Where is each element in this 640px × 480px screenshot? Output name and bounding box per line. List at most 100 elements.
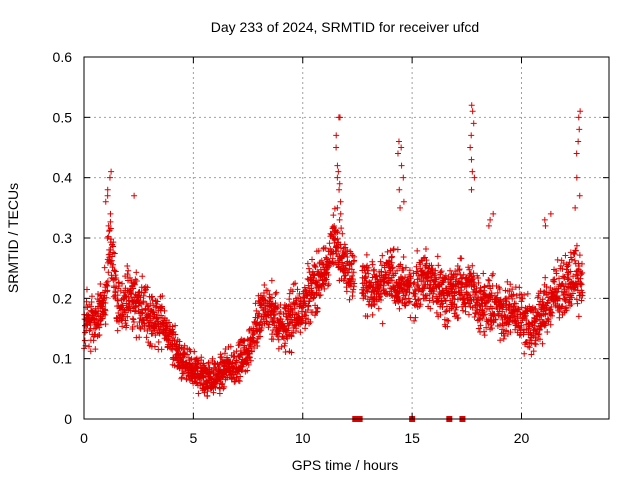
- data-point: [165, 319, 172, 326]
- data-point: [261, 281, 268, 288]
- data-point: [462, 308, 469, 315]
- data-point: [124, 262, 131, 269]
- data-point: [490, 210, 497, 217]
- data-point: [486, 277, 493, 284]
- data-point: [516, 332, 523, 339]
- data-point: [424, 278, 431, 285]
- data-point: [469, 262, 476, 269]
- data-point: [432, 267, 439, 274]
- data-point: [369, 261, 376, 268]
- data-point: [267, 310, 274, 317]
- data-point: [334, 204, 341, 211]
- data-point: [389, 264, 396, 271]
- data-point: [125, 267, 132, 274]
- data-point: [369, 311, 376, 318]
- data-point: [496, 321, 503, 328]
- data-point: [483, 324, 490, 331]
- data-point: [560, 259, 567, 266]
- grid: [84, 57, 609, 419]
- data-point: [528, 351, 535, 358]
- data-point: [102, 198, 109, 205]
- data-point: [450, 301, 457, 308]
- data-point: [240, 338, 247, 345]
- data-point: [106, 227, 113, 234]
- data-point: [438, 268, 445, 275]
- data-point: [194, 379, 201, 386]
- data-point: [384, 248, 391, 255]
- data-point: [316, 277, 323, 284]
- data-point: [271, 309, 278, 316]
- data-point: [140, 298, 147, 305]
- data-point: [565, 262, 572, 269]
- data-point: [400, 253, 407, 260]
- data-point: [96, 324, 103, 331]
- data-point: [363, 251, 370, 258]
- data-point: [248, 343, 255, 350]
- data-point: [183, 376, 190, 383]
- data-point: [87, 348, 94, 355]
- data-point: [108, 168, 115, 175]
- data-point: [217, 351, 224, 358]
- data-point: [315, 247, 322, 254]
- data-point: [303, 312, 310, 319]
- data-point: [396, 305, 403, 312]
- data-point: [365, 270, 372, 277]
- data-point: [281, 342, 288, 349]
- data-point: [576, 192, 583, 199]
- data-point: [412, 288, 419, 295]
- data-point: [99, 315, 106, 322]
- data-point: [471, 313, 478, 320]
- data-point: [149, 330, 156, 337]
- data-point: [497, 337, 504, 344]
- data-point: [402, 302, 409, 309]
- data-point: [509, 295, 516, 302]
- data-point: [109, 253, 116, 260]
- data-point: [398, 162, 405, 169]
- data-point: [282, 348, 289, 355]
- data-point: [533, 317, 540, 324]
- data-point: [339, 230, 346, 237]
- data-point: [577, 108, 584, 115]
- data-point: [104, 235, 111, 241]
- data-point: [575, 138, 582, 145]
- y-tick-label: 0.3: [53, 230, 73, 246]
- data-point: [535, 331, 542, 338]
- data-point: [311, 263, 318, 270]
- data-point: [349, 252, 356, 259]
- data-point: [335, 168, 342, 175]
- data-point: [447, 267, 454, 274]
- data-point: [133, 269, 140, 276]
- data-point: [184, 351, 191, 358]
- data-point: [494, 289, 501, 296]
- data-point: [468, 132, 475, 139]
- data-point: [268, 277, 275, 284]
- data-point: [292, 280, 299, 287]
- data-point: [394, 150, 401, 157]
- data-point: [465, 311, 472, 318]
- data-point: [400, 198, 407, 205]
- data-point: [108, 236, 115, 243]
- data-point: [452, 306, 459, 313]
- data-point: [519, 295, 526, 302]
- data-point: [210, 389, 217, 396]
- data-point: [254, 342, 261, 349]
- data-point: [294, 286, 301, 293]
- data-point: [126, 274, 133, 281]
- data-point: [327, 251, 334, 258]
- data-point: [394, 246, 401, 253]
- chart-title: Day 233 of 2024, SRMTID for receiver ufc…: [211, 19, 479, 35]
- data-point: [346, 296, 353, 303]
- data-point: [101, 264, 108, 271]
- data-point: [336, 216, 343, 223]
- data-point: [460, 271, 467, 278]
- data-point: [567, 268, 574, 275]
- data-point: [551, 278, 558, 285]
- data-point: [325, 280, 332, 287]
- data-point: [575, 114, 582, 121]
- data-point: [288, 316, 295, 323]
- data-point: [129, 324, 136, 331]
- data-point: [322, 277, 329, 284]
- data-point: [364, 288, 371, 295]
- data-point: [507, 281, 514, 288]
